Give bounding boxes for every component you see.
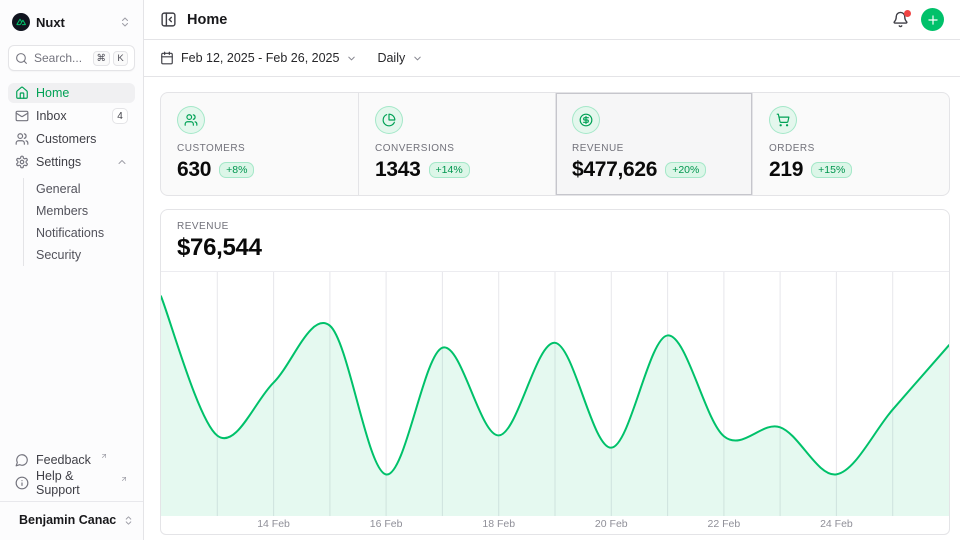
team-name: Nuxt bbox=[36, 15, 65, 30]
main-area: Home Feb 12, 2025 - Feb 26, 2025 bbox=[144, 0, 960, 540]
filters-toolbar: Feb 12, 2025 - Feb 26, 2025 Daily bbox=[144, 40, 960, 77]
nuxt-logo-icon bbox=[12, 13, 30, 31]
search-shortcut: ⌘ K bbox=[93, 51, 129, 66]
date-range-picker[interactable]: Feb 12, 2025 - Feb 26, 2025 bbox=[160, 51, 357, 65]
settings-sub-list: General Members Notifications Security bbox=[23, 178, 135, 266]
external-link-icon bbox=[100, 452, 108, 460]
users-icon bbox=[177, 106, 205, 134]
stat-label: CONVERSIONS bbox=[375, 143, 539, 154]
info-circle-icon bbox=[15, 476, 29, 490]
x-axis-tick: 22 Feb bbox=[708, 518, 741, 530]
stat-card-customers[interactable]: CUSTOMERS 630 +8% bbox=[161, 93, 358, 195]
period-select[interactable]: Daily bbox=[377, 51, 423, 65]
revenue-chart-panel: REVENUE $76,544 14 Feb 16 Feb 18 Feb 20 … bbox=[160, 209, 950, 535]
chevron-down-icon bbox=[346, 53, 357, 64]
pie-chart-icon bbox=[375, 106, 403, 134]
search-icon bbox=[15, 52, 28, 65]
stat-label: CUSTOMERS bbox=[177, 143, 342, 154]
sidebar: Nuxt Search... ⌘ K Home Inbox 4 bbox=[0, 0, 144, 540]
external-link-icon bbox=[120, 475, 128, 483]
stats-row: CUSTOMERS 630 +8% CONVERSIONS 1343 +14% bbox=[160, 92, 950, 196]
sidebar-item-general[interactable]: General bbox=[24, 178, 135, 200]
stat-value: $477,626 bbox=[572, 158, 657, 182]
sidebar-item-customers[interactable]: Customers bbox=[8, 129, 135, 149]
stat-card-orders[interactable]: ORDERS 219 +15% bbox=[752, 93, 949, 195]
user-name: Benjamin Canac bbox=[19, 513, 116, 527]
date-range-label: Feb 12, 2025 - Feb 26, 2025 bbox=[181, 51, 339, 65]
stat-value: 1343 bbox=[375, 158, 421, 182]
x-axis-tick: 18 Feb bbox=[482, 518, 515, 530]
search-placeholder: Search... bbox=[34, 51, 82, 65]
sidebar-item-label: Customers bbox=[36, 132, 96, 146]
plus-icon bbox=[926, 13, 940, 27]
sidebar-item-label: Inbox bbox=[36, 109, 67, 123]
chart-header: REVENUE $76,544 bbox=[161, 210, 949, 271]
sidebar-footer-nav: Feedback Help & Support bbox=[8, 450, 135, 493]
sidebar-nav: Home Inbox 4 Customers Settings Genera bbox=[8, 83, 135, 266]
kbd-k: K bbox=[113, 51, 128, 66]
sidebar-divider bbox=[0, 501, 143, 502]
new-item-button[interactable] bbox=[921, 8, 944, 31]
inbox-count-badge: 4 bbox=[112, 108, 128, 124]
gear-icon bbox=[15, 155, 29, 169]
stat-delta-badge: +14% bbox=[429, 162, 470, 178]
revenue-chart[interactable] bbox=[161, 271, 949, 516]
header-actions bbox=[892, 8, 944, 31]
x-axis-tick: 20 Feb bbox=[595, 518, 628, 530]
stat-card-revenue[interactable]: REVENUE $477,626 +20% bbox=[555, 93, 752, 195]
sidebar-item-members[interactable]: Members bbox=[24, 200, 135, 222]
panel-left-close-icon bbox=[160, 11, 177, 28]
circle-dollar-icon bbox=[572, 106, 600, 134]
users-icon bbox=[15, 132, 29, 146]
period-label: Daily bbox=[377, 51, 405, 65]
notification-dot bbox=[904, 10, 911, 17]
chevrons-up-down-icon bbox=[119, 16, 131, 28]
stat-card-conversions[interactable]: CONVERSIONS 1343 +14% bbox=[358, 93, 555, 195]
chevrons-up-down-icon bbox=[123, 515, 134, 526]
sidebar-item-feedback[interactable]: Feedback bbox=[8, 450, 135, 470]
x-axis-tick: 14 Feb bbox=[257, 518, 290, 530]
stat-value: 630 bbox=[177, 158, 211, 182]
sidebar-item-security[interactable]: Security bbox=[24, 244, 135, 266]
x-axis-tick: 16 Feb bbox=[370, 518, 403, 530]
chart-x-axis: 14 Feb 16 Feb 18 Feb 20 Feb 22 Feb 24 Fe… bbox=[161, 516, 949, 534]
mail-icon bbox=[15, 109, 29, 123]
stat-delta-badge: +20% bbox=[665, 162, 706, 178]
team-switcher[interactable]: Nuxt bbox=[8, 8, 135, 36]
house-icon bbox=[15, 86, 29, 100]
stat-value: 219 bbox=[769, 158, 803, 182]
chevron-down-icon bbox=[412, 53, 423, 64]
calendar-icon bbox=[160, 51, 174, 65]
page-header: Home bbox=[144, 0, 960, 40]
search-input[interactable]: Search... ⌘ K bbox=[8, 45, 135, 71]
sidebar-collapse-button[interactable] bbox=[160, 11, 177, 28]
revenue-chart-svg bbox=[161, 272, 949, 516]
sidebar-item-label: Settings bbox=[36, 155, 81, 169]
stat-delta-badge: +15% bbox=[811, 162, 852, 178]
message-circle-icon bbox=[15, 453, 29, 467]
chevron-up-icon bbox=[116, 156, 128, 168]
sidebar-item-notifications[interactable]: Notifications bbox=[24, 222, 135, 244]
dashboard-content: CUSTOMERS 630 +8% CONVERSIONS 1343 +14% bbox=[144, 77, 960, 540]
sidebar-item-label: Feedback bbox=[36, 453, 91, 467]
sidebar-item-settings[interactable]: Settings bbox=[8, 152, 135, 172]
x-axis-tick: 24 Feb bbox=[820, 518, 853, 530]
sidebar-spacer bbox=[8, 266, 135, 438]
sidebar-item-label: Help & Support bbox=[36, 469, 111, 497]
chart-value: $76,544 bbox=[177, 234, 933, 262]
sidebar-item-home[interactable]: Home bbox=[8, 83, 135, 103]
page-title: Home bbox=[187, 12, 227, 28]
stat-label: REVENUE bbox=[572, 143, 736, 154]
kbd-meta: ⌘ bbox=[93, 51, 111, 66]
chart-label: REVENUE bbox=[177, 221, 933, 232]
sidebar-item-label: Home bbox=[36, 86, 69, 100]
stat-delta-badge: +8% bbox=[219, 162, 254, 178]
sidebar-item-help-support[interactable]: Help & Support bbox=[8, 473, 135, 493]
user-menu[interactable]: Benjamin Canac bbox=[8, 504, 135, 532]
notifications-button[interactable] bbox=[892, 11, 909, 28]
sidebar-item-inbox[interactable]: Inbox 4 bbox=[8, 106, 135, 126]
stat-label: ORDERS bbox=[769, 143, 933, 154]
shopping-cart-icon bbox=[769, 106, 797, 134]
